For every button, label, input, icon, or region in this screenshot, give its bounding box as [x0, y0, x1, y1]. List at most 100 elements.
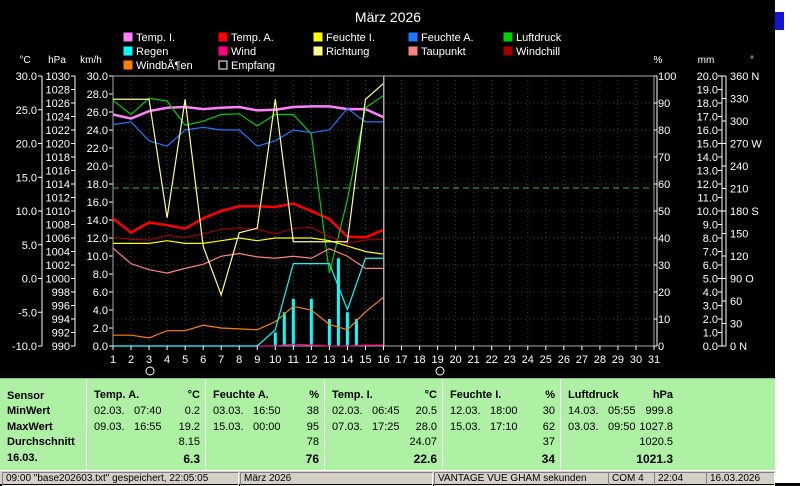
statistics-panel: Sensor MinWert MaxWert Durchschnitt 16.0…: [0, 378, 775, 471]
axis-celsius-tick-label: 10.0: [16, 206, 37, 218]
x-tick-label: 17: [395, 354, 407, 366]
avg-value: 1020.5: [639, 436, 673, 448]
block-unit: °C: [424, 389, 437, 401]
axis-celsius-tick-label: 25.0: [16, 105, 37, 117]
axis-hpa-tick-label: 994: [52, 314, 70, 326]
stats-block-feuchte-a: Feuchte A.% 03.03. 16:50 38 15.03. 00:00 95 78 7…: [205, 379, 325, 471]
axis-hpa-tick-label: 1008: [46, 220, 70, 232]
axis-mm-tick-label: 5.0: [703, 274, 718, 286]
axis-celsius-tick-label: 0.0: [22, 274, 37, 286]
max-time: 17:25: [372, 421, 400, 433]
axis-percent-tick-label: 80: [658, 125, 670, 137]
rain-bar: [291, 298, 295, 346]
axis-kmh-tick-label: 2.0: [93, 323, 108, 335]
axis-hpa-tick-label: 1014: [46, 179, 70, 191]
x-tick-label: 21: [468, 354, 480, 366]
axis-kmh-tick-label: 0.0: [93, 341, 108, 353]
legend-label: Empfang: [231, 60, 275, 72]
axis-degrees-tick-label: 60: [730, 296, 742, 308]
legend-label: Feuchte I.: [326, 32, 375, 44]
axis-kmh-tick-label: 20.0: [87, 161, 108, 173]
x-tick-label: 26: [558, 354, 570, 366]
stats-block-temp-i: Temp. I. °C 02.03. 06:45 20.5 07.03. 17:25 28.0…: [324, 379, 443, 471]
min-time: 18:00: [490, 405, 518, 417]
legend-swatch: [123, 60, 133, 70]
axis-kmh-tick-label: 8.0: [93, 269, 108, 281]
chart-legend: Temp. I. Temp. A. Feuchte I. Feuchte A. Luft…: [123, 32, 562, 72]
axis-kmh-tick-label: 12.0: [87, 233, 108, 245]
axis-mm-tick-label: 4.0: [703, 287, 718, 299]
block-title: Feuchte A.: [213, 389, 269, 401]
block-title: Luftdruck: [568, 389, 619, 401]
status-connection: VANTAGE VUE GHAM sekunden: [434, 472, 609, 486]
axis-percent-tick-label: 60: [658, 179, 670, 191]
stats-labels: Sensor MinWert MaxWert Durchschnitt 16.0…: [0, 379, 86, 471]
axis-degrees-tick-label: 210: [730, 184, 748, 196]
x-tick-label: 13: [323, 354, 335, 366]
min-value: 30: [542, 405, 555, 417]
max-time: 17:10: [490, 421, 518, 433]
day-icon-moon: [145, 366, 445, 376]
series-temp-i: [112, 105, 385, 120]
axis-kmh-tick-label: 6.0: [93, 287, 108, 299]
axis-degrees-tick-label: 270 W: [730, 139, 762, 151]
rain-bar: [327, 319, 331, 346]
label-max: MaxWert: [7, 421, 53, 433]
x-tick-label: 16: [377, 354, 389, 366]
max-time: 16:55: [134, 421, 162, 433]
scrollbar-thumb[interactable]: [775, 12, 784, 30]
chart-title: März 2026: [355, 9, 421, 25]
axis-hpa-tick-label: 1026: [46, 98, 70, 110]
x-tick-label: 12: [305, 354, 317, 366]
min-date: 12.03.: [450, 405, 481, 417]
axis-mm-tick-label: 7.0: [703, 247, 718, 259]
axis-degrees-tick-label: 330: [730, 94, 748, 106]
series-windchill: [112, 226, 384, 245]
axis-mm-tick-label: 3.0: [703, 301, 718, 313]
label-avg: Durchschnitt: [7, 436, 75, 448]
rain-bar: [336, 258, 340, 346]
axis-mm-tick-label: 19.0: [697, 85, 718, 97]
min-value: 0.2: [184, 405, 200, 417]
axis-percent-tick-label: 40: [658, 233, 670, 245]
x-tick-label: 5: [182, 354, 188, 366]
x-tick-label: 24: [522, 354, 534, 366]
x-tick-label: 9: [254, 354, 260, 366]
status-bar: 09:00 "base202603.txt" gespeichert, 22:0…: [0, 470, 775, 486]
status-port: COM 4: [608, 472, 655, 486]
x-tick-label: 1: [110, 354, 116, 366]
series-temp-a: [112, 202, 384, 239]
rain-bar: [354, 319, 358, 346]
legend-swatch: [408, 46, 418, 56]
axis-mm-tick-label: 1.0: [703, 328, 718, 340]
avg-value: 24.07: [409, 436, 437, 448]
axis-mm-tick-label: 17.0: [697, 112, 718, 124]
unit-label: °C: [19, 55, 30, 66]
current-value: 76: [305, 452, 319, 466]
axis-kmh-tick-label: 18.0: [87, 179, 108, 191]
axis-degrees-tick-label: 90 O: [730, 274, 754, 286]
axis-hpa-tick-label: 998: [52, 287, 70, 299]
legend-label: Luftdruck: [516, 32, 562, 44]
legend-swatch: [503, 46, 513, 56]
vertical-scrollbar[interactable]: [775, 0, 800, 483]
axis-percent-tick-label: 10: [658, 314, 670, 326]
max-value: 1027.8: [639, 421, 673, 433]
axis-percent-tick-label: 50: [658, 206, 670, 218]
unit-label: mm: [698, 55, 715, 66]
x-tick-label: 11: [288, 354, 299, 366]
avg-value: 78: [306, 436, 319, 448]
series-taupunkt: [112, 247, 384, 274]
block-title: Temp. I.: [332, 389, 373, 401]
weather-chart: März 2026 Temp. I. Temp. A. Feuchte I. Feuc…: [12, 9, 762, 376]
min-time: 05:55: [608, 405, 636, 417]
min-date: 02.03.: [94, 405, 125, 417]
legend-label: WindbÃ¶en: [136, 59, 193, 72]
axis-hpa-tick-label: 1028: [46, 85, 70, 97]
axis-hpa-tick-label: 1022: [46, 125, 70, 137]
axis-celsius-tick-label: 5.0: [22, 240, 37, 252]
axis-mm-tick-label: 8.0: [703, 233, 718, 245]
axis-celsius-tick-label: -5.0: [18, 307, 37, 319]
axis-hpa-tick-label: 996: [52, 301, 70, 313]
axis-kmh-tick-label: 26.0: [87, 107, 108, 119]
